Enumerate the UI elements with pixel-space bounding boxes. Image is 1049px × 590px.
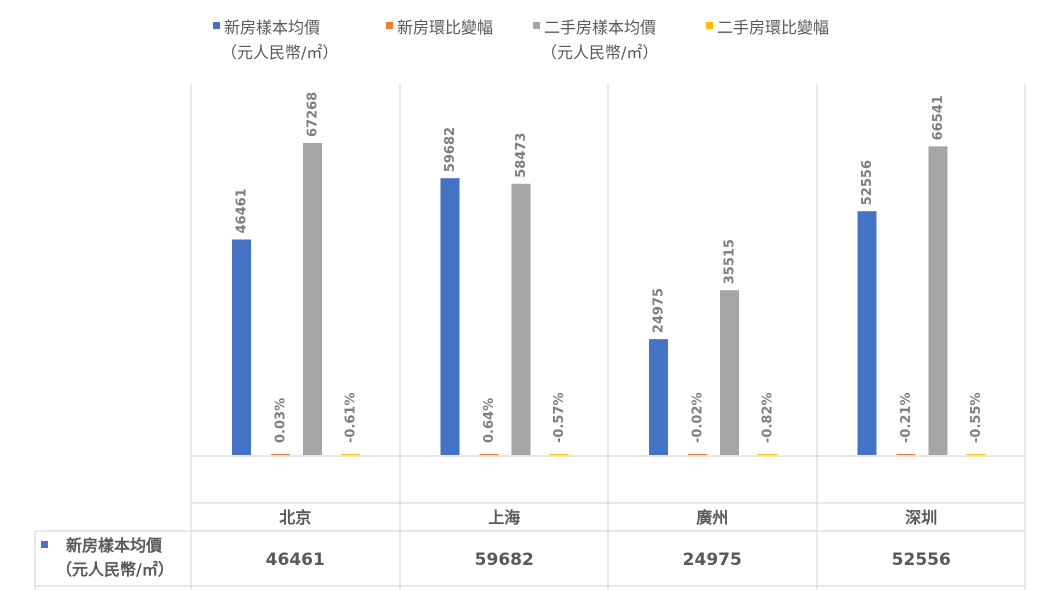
category-label: 廣州 xyxy=(696,508,728,527)
legend-label: 二手房環比變幅 xyxy=(717,18,829,37)
bar xyxy=(896,454,916,455)
bar xyxy=(857,211,877,455)
bar xyxy=(341,454,360,455)
plot-area: 46461 0.03% 67268 -0.61% 59682 0.64% 58473 -0.5… xyxy=(232,92,986,455)
table-cell: 46461 xyxy=(266,550,325,570)
data-label: 0.64% xyxy=(482,398,497,443)
data-label: 59682 xyxy=(443,127,458,172)
bar xyxy=(232,239,251,455)
data-label: 46461 xyxy=(235,188,250,233)
bar xyxy=(479,454,499,455)
category-label: 上海 xyxy=(488,508,520,527)
table-cell: 52556 xyxy=(892,550,951,570)
bar xyxy=(928,146,948,455)
legend-unit: （元人民幣/㎡） xyxy=(221,43,338,62)
bar xyxy=(549,454,569,455)
legend-label: 新房環比變幅 xyxy=(397,18,493,37)
legend-swatch xyxy=(213,22,220,29)
data-label: 58473 xyxy=(514,133,529,178)
bar xyxy=(758,454,777,455)
data-label: -0.82% xyxy=(761,393,776,444)
legend-swatch xyxy=(706,22,713,29)
category-label: 北京 xyxy=(279,508,311,527)
data-label: 66541 xyxy=(931,95,946,140)
data-label: -0.55% xyxy=(969,393,984,444)
bar xyxy=(303,143,322,455)
bar xyxy=(440,178,460,455)
legend-label: 新房樣本均價 xyxy=(224,18,320,37)
data-label: 52556 xyxy=(860,160,875,205)
data-table: 北京 46461 上海 59682 廣州 24975 深圳 52556 新房樣本均價 （元人民幣/… xyxy=(41,508,951,579)
data-label: 0.03% xyxy=(274,398,289,443)
legend-label: 二手房樣本均價 xyxy=(544,18,656,37)
data-label: 67268 xyxy=(306,92,321,137)
bar xyxy=(649,339,668,455)
data-label: -0.21% xyxy=(899,393,914,444)
data-label: -0.61% xyxy=(344,393,359,444)
data-label: 35515 xyxy=(723,239,738,284)
bar xyxy=(688,454,707,455)
data-label: -0.57% xyxy=(552,393,567,444)
table-row-swatch xyxy=(41,541,48,548)
bar xyxy=(966,454,986,455)
chart-frame xyxy=(34,84,1026,590)
category-label: 深圳 xyxy=(905,508,937,527)
bar xyxy=(511,183,531,455)
legend-swatch xyxy=(386,22,393,29)
bar xyxy=(720,290,739,455)
table-cell: 59682 xyxy=(475,550,534,570)
data-label: 24975 xyxy=(652,288,667,333)
table-row-unit: （元人民幣/㎡） xyxy=(56,560,174,579)
table-row-label: 新房樣本均價 xyxy=(66,536,163,555)
legend-swatch xyxy=(533,22,540,29)
table-cell: 24975 xyxy=(683,550,742,570)
data-label: -0.02% xyxy=(691,393,706,444)
legend-unit: （元人民幣/㎡） xyxy=(541,43,658,62)
bar xyxy=(271,454,290,455)
legend: 新房樣本均價 （元人民幣/㎡） 新房環比變幅 二手房樣本均價 （元人民幣/㎡） 二手房環比… xyxy=(213,18,829,62)
